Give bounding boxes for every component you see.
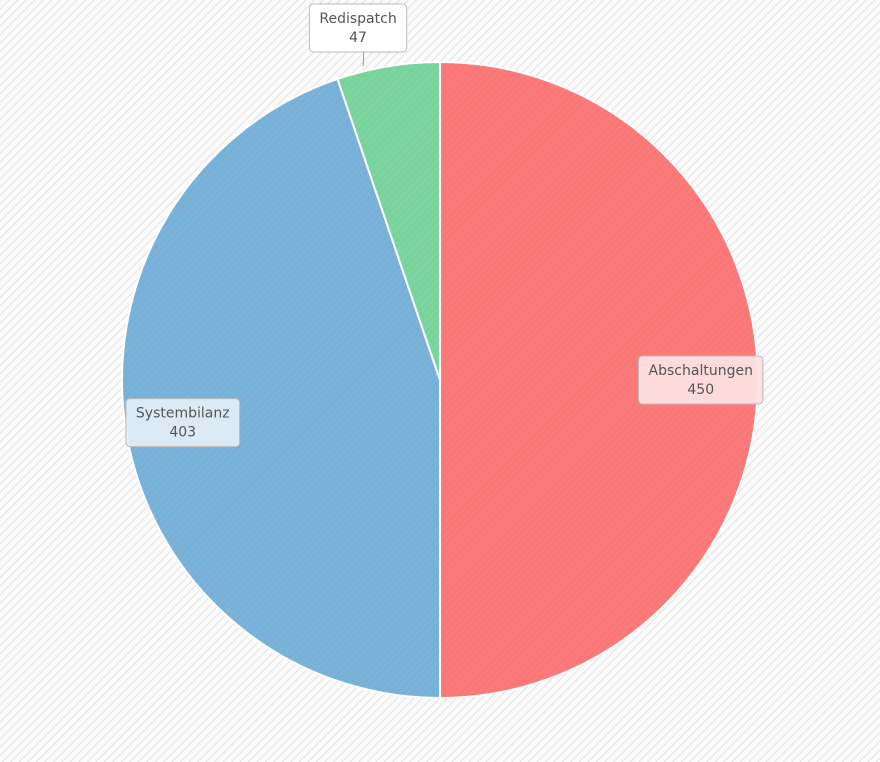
data-label: Abschaltungen 450 (638, 355, 764, 405)
label-name: Redispatch (319, 11, 396, 27)
label-name: Abschaltungen (649, 363, 753, 379)
label-name: Systembilanz (136, 406, 230, 422)
label-value: 450 (687, 382, 714, 398)
label-box (308, 3, 408, 53)
label-value: 47 (349, 30, 367, 46)
label-box (638, 355, 764, 405)
label-value: 403 (169, 425, 196, 441)
data-label: Redispatch 47 (308, 3, 408, 53)
label-box (125, 398, 241, 448)
data-label: Systembilanz 403 (125, 398, 241, 448)
